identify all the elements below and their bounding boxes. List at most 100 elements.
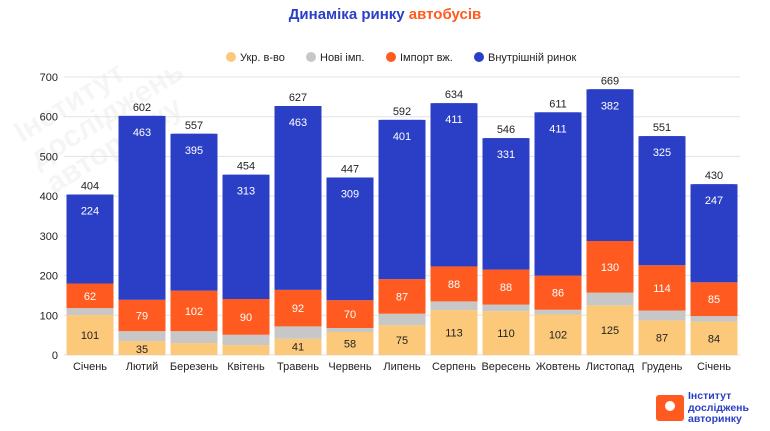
data-label: 101 <box>81 330 99 342</box>
bar-segment <box>638 320 686 355</box>
total-label: 404 <box>81 181 99 193</box>
bar-segment <box>66 283 114 309</box>
bar-segment <box>534 275 582 310</box>
bar-segment <box>66 314 114 355</box>
bar-segment <box>690 321 738 355</box>
legend-label: Укр. в-во <box>240 52 285 64</box>
total-label: 551 <box>653 122 671 134</box>
bar-segment <box>430 301 478 311</box>
bar-cap <box>430 103 478 110</box>
x-tick-label: Листопад <box>586 361 635 373</box>
x-tick-label: Червень <box>328 361 371 373</box>
bar-segment <box>118 299 166 332</box>
data-label: 79 <box>136 310 148 322</box>
y-tick-label: 0 <box>52 350 58 362</box>
data-label: 85 <box>708 294 720 306</box>
bar-segment <box>378 119 426 280</box>
data-label: 325 <box>653 147 671 159</box>
bar-segment <box>586 89 634 242</box>
bar-segment <box>586 292 634 306</box>
bar-segment <box>170 343 218 355</box>
bar-cap <box>378 119 426 126</box>
bar-segment <box>378 279 426 314</box>
logo-icon <box>656 395 684 421</box>
data-label: 102 <box>549 330 567 342</box>
total-label: 454 <box>237 161 255 173</box>
bar-segment <box>586 241 634 293</box>
chart-title: Динаміка ринку автобусів <box>0 6 770 23</box>
data-label: 90 <box>240 312 252 324</box>
total-label: 669 <box>601 75 619 87</box>
bar-cap <box>326 177 374 184</box>
bar-segment <box>482 269 530 305</box>
bar-segment <box>274 338 322 355</box>
data-label: 75 <box>396 335 408 347</box>
bar-cap <box>638 136 686 143</box>
legend-marker <box>306 52 316 62</box>
data-label: 88 <box>448 279 460 291</box>
bar-segment <box>274 326 322 339</box>
logo-line2: досліджень <box>688 401 749 414</box>
x-tick-label: Липень <box>383 361 421 373</box>
bar-cap <box>170 133 218 140</box>
y-tick-label: 600 <box>40 112 58 124</box>
legend-label: Внутрішній ринок <box>488 52 577 64</box>
data-label: 88 <box>500 282 512 294</box>
bar-segment <box>118 331 166 342</box>
bar-cap <box>534 112 582 119</box>
data-label: 70 <box>344 309 356 321</box>
logo-line3: авторинку <box>688 413 742 425</box>
bar-segment <box>586 305 634 355</box>
data-label: 411 <box>445 114 463 126</box>
bar-segment <box>326 300 374 328</box>
data-label: 86 <box>552 288 564 300</box>
data-label: 411 <box>549 123 567 135</box>
bar-segment <box>170 290 218 332</box>
data-label: 114 <box>653 283 671 295</box>
x-tick-label: Квітень <box>227 361 265 373</box>
total-label: 430 <box>705 170 723 182</box>
total-label: 546 <box>497 124 515 136</box>
x-tick-label: Січень <box>73 361 107 373</box>
data-label: 309 <box>341 188 359 200</box>
x-tick-label: Лютий <box>126 361 159 373</box>
data-label: 395 <box>185 145 203 157</box>
logo-text: Інститут досліджень авторинку <box>688 390 749 426</box>
bar-segment <box>326 177 374 301</box>
bar-segment <box>482 138 530 270</box>
data-label: 331 <box>497 149 515 161</box>
legend-label: Імпорт вж. <box>400 52 453 64</box>
y-tick-label: 200 <box>40 271 58 283</box>
data-label: 62 <box>84 291 96 303</box>
bar-cap <box>274 105 322 112</box>
bar-segment <box>66 308 114 315</box>
data-label: 247 <box>705 195 723 207</box>
legend-marker <box>386 52 396 62</box>
x-tick-label: Травень <box>277 361 319 373</box>
bar-segment <box>222 174 270 300</box>
legend-label: Нові імп. <box>320 52 364 64</box>
legend-marker <box>474 52 484 62</box>
logo-line1: Інститут <box>688 390 732 402</box>
bar-cap <box>66 194 114 201</box>
legend-marker <box>226 52 236 62</box>
bar-segment <box>482 304 530 312</box>
y-tick-label: 300 <box>40 231 58 243</box>
data-label: 110 <box>497 328 515 340</box>
bar-segment <box>378 325 426 355</box>
x-tick-label: Січень <box>697 361 731 373</box>
total-label: 447 <box>341 163 359 175</box>
institute-logo: Інститут досліджень авторинку <box>652 389 768 427</box>
bar-segment <box>222 345 270 355</box>
data-label: 382 <box>601 100 619 112</box>
data-label: 125 <box>601 325 619 337</box>
bar-segment <box>638 310 686 321</box>
data-label: 87 <box>656 333 668 345</box>
x-tick-label: Жовтень <box>536 361 581 373</box>
total-label: 557 <box>185 120 203 132</box>
x-tick-label: Грудень <box>642 361 683 373</box>
bar-segment <box>430 266 478 302</box>
bar-segment <box>638 136 686 266</box>
data-label: 313 <box>237 186 255 198</box>
